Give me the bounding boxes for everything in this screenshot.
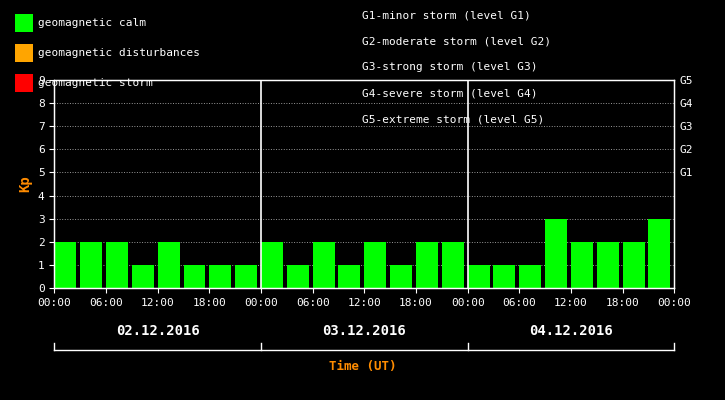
Bar (390, 265, 412, 288)
Bar (494, 265, 515, 288)
Text: 02.12.2016: 02.12.2016 (116, 324, 199, 338)
Text: geomagnetic storm: geomagnetic storm (38, 78, 152, 88)
Text: 03.12.2016: 03.12.2016 (323, 324, 406, 338)
Text: G4-severe storm (level G4): G4-severe storm (level G4) (362, 88, 538, 98)
Bar (287, 265, 309, 288)
Text: G1-minor storm (level G1): G1-minor storm (level G1) (362, 10, 531, 20)
Y-axis label: Kp: Kp (18, 176, 33, 192)
Bar (416, 242, 438, 288)
Bar (545, 219, 567, 288)
Bar (235, 265, 257, 288)
Bar (80, 242, 102, 288)
Text: geomagnetic disturbances: geomagnetic disturbances (38, 48, 199, 58)
Bar (364, 242, 386, 288)
Bar (339, 265, 360, 288)
Bar (571, 242, 593, 288)
Text: G3-strong storm (level G3): G3-strong storm (level G3) (362, 62, 538, 72)
Text: G5-extreme storm (level G5): G5-extreme storm (level G5) (362, 114, 544, 124)
Text: geomagnetic calm: geomagnetic calm (38, 18, 146, 28)
Bar (183, 265, 205, 288)
Bar (623, 242, 645, 288)
Bar (597, 242, 618, 288)
Bar (312, 242, 335, 288)
Bar (157, 242, 180, 288)
Bar (519, 265, 542, 288)
Text: 04.12.2016: 04.12.2016 (529, 324, 613, 338)
Bar (106, 242, 128, 288)
Text: Time (UT): Time (UT) (328, 360, 397, 373)
Bar (210, 265, 231, 288)
Text: G2-moderate storm (level G2): G2-moderate storm (level G2) (362, 36, 552, 46)
Bar (648, 219, 671, 288)
Bar (442, 242, 464, 288)
Bar (468, 265, 489, 288)
Bar (132, 265, 154, 288)
Bar (261, 242, 283, 288)
Bar (54, 242, 76, 288)
